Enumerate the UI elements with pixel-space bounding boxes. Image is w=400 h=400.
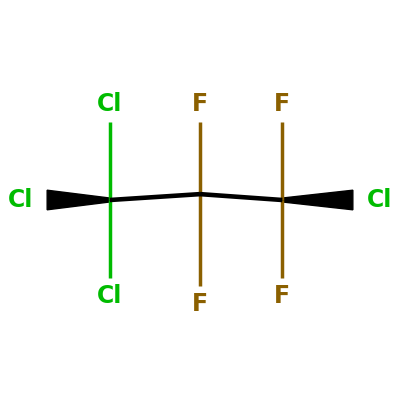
Polygon shape	[47, 190, 110, 210]
Text: Cl: Cl	[366, 188, 392, 212]
Text: F: F	[274, 284, 290, 308]
Text: F: F	[192, 292, 208, 316]
Polygon shape	[282, 190, 353, 210]
Text: Cl: Cl	[8, 188, 34, 212]
Text: F: F	[192, 92, 208, 116]
Text: Cl: Cl	[97, 284, 122, 308]
Text: F: F	[274, 92, 290, 116]
Text: Cl: Cl	[97, 92, 122, 116]
